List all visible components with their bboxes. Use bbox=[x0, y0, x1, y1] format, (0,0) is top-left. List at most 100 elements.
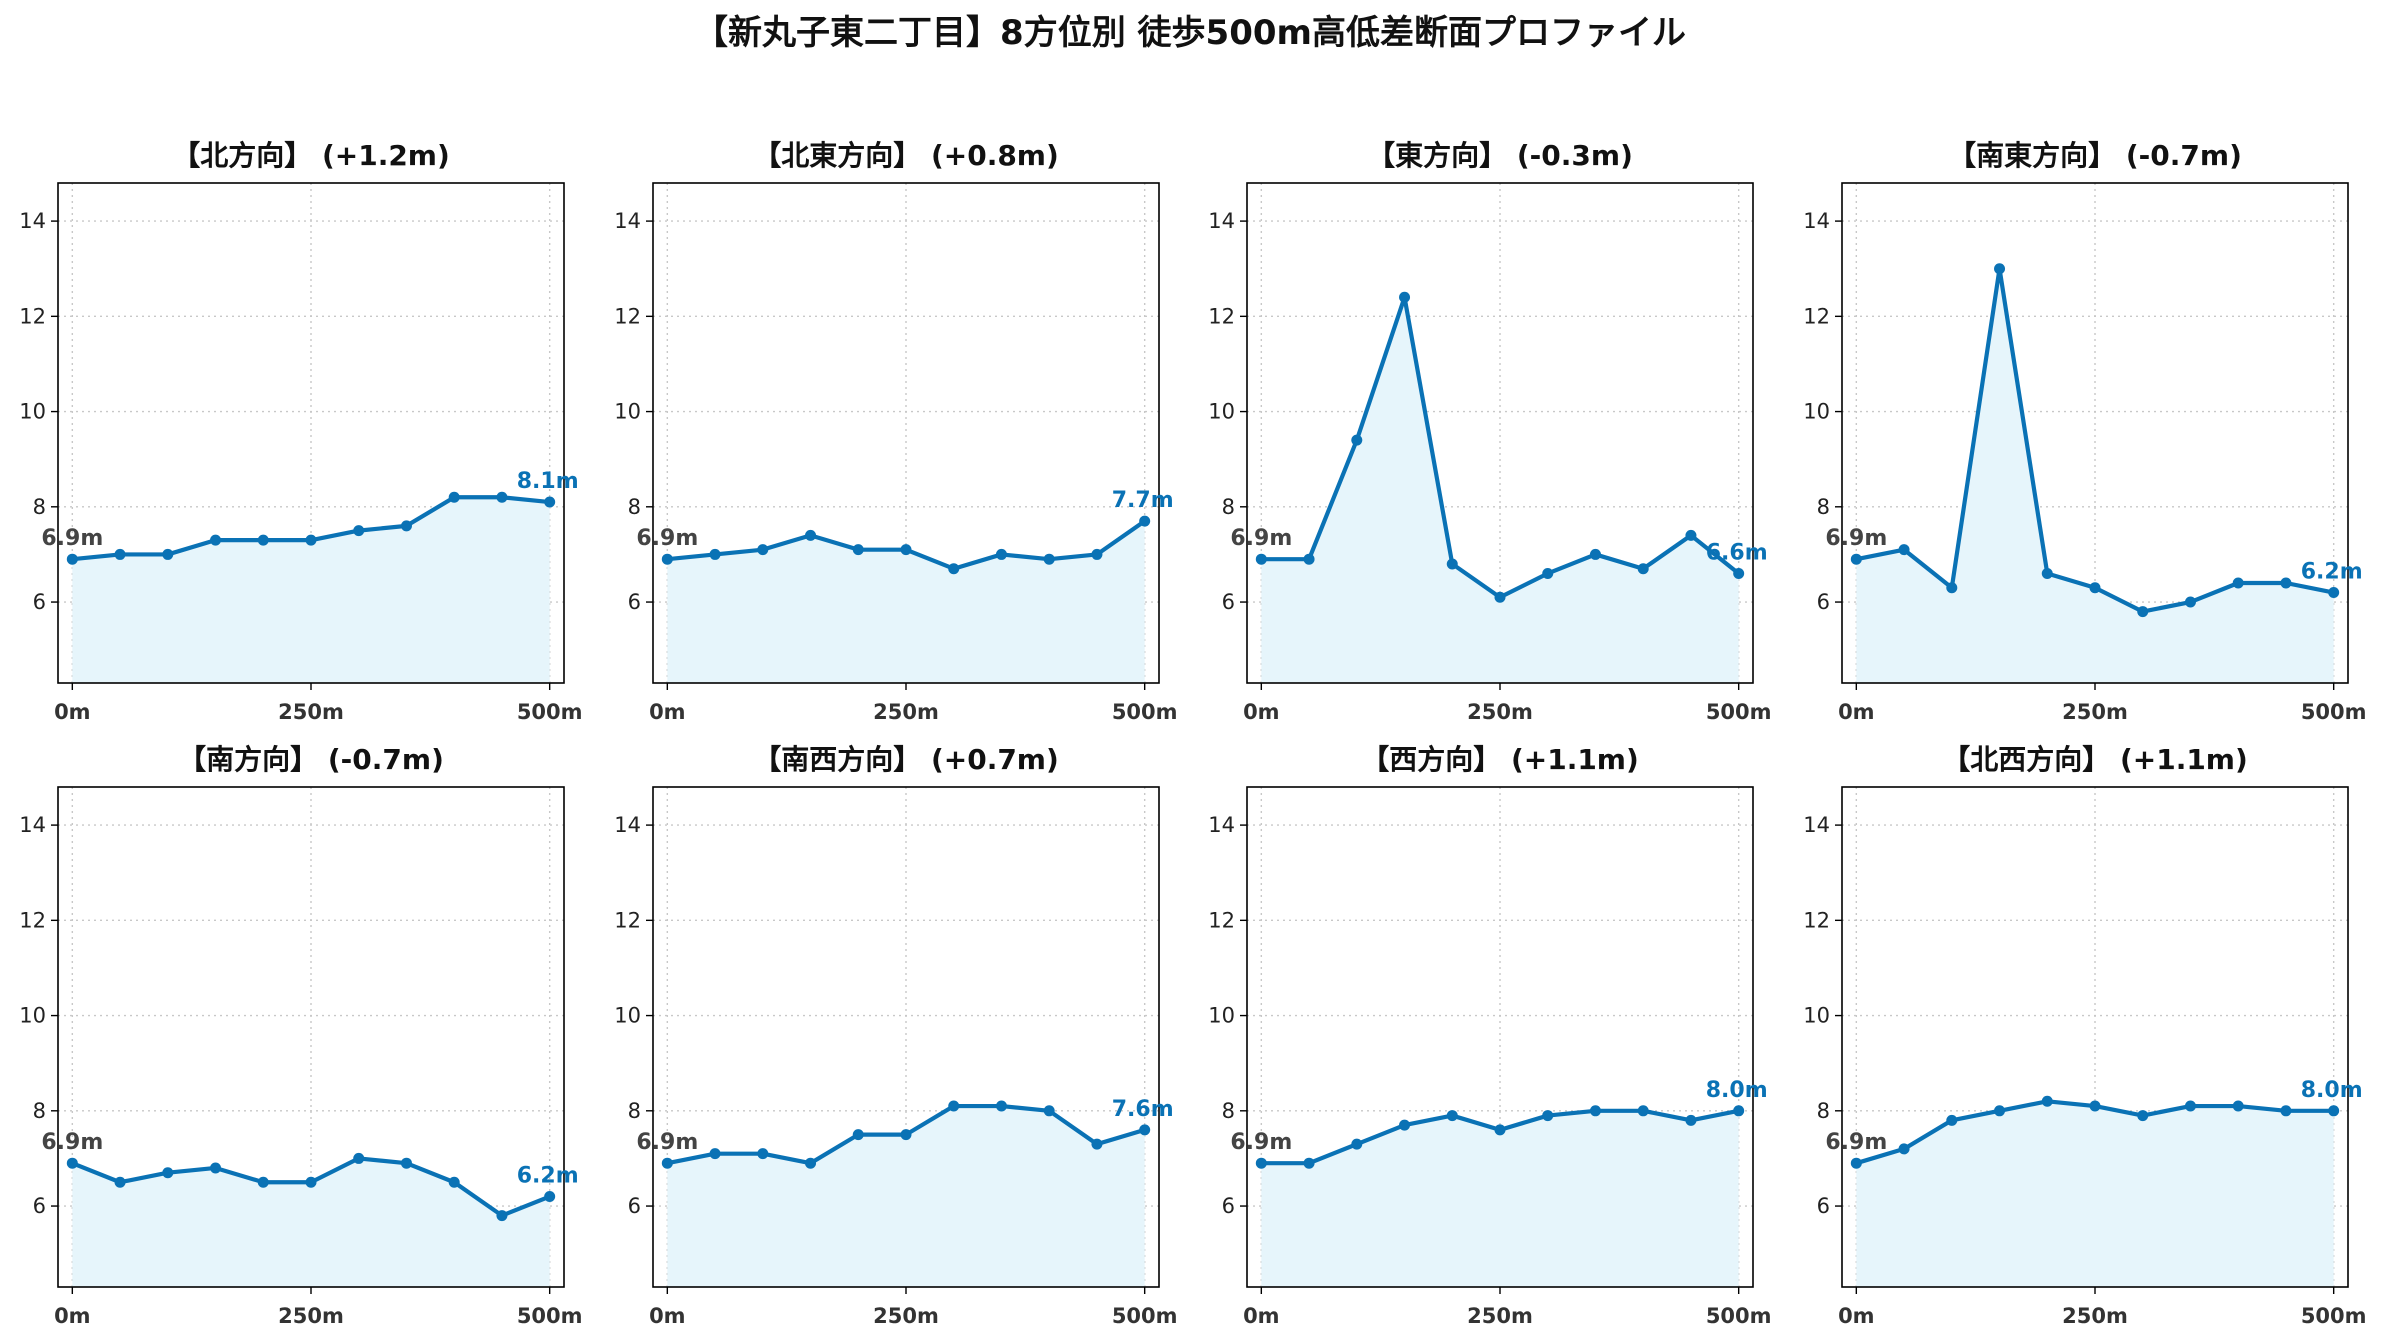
y-tick-label: 12 bbox=[1803, 908, 1830, 932]
y-tick-label: 10 bbox=[1208, 1004, 1235, 1028]
x-tick-label: 250m bbox=[2062, 1304, 2128, 1328]
data-point bbox=[757, 1148, 769, 1160]
x-tick-label: 250m bbox=[1467, 1304, 1533, 1328]
y-tick-label: 8 bbox=[1222, 1099, 1235, 1123]
panel-title: 【北方向】 (+1.2m) bbox=[172, 139, 450, 172]
data-point bbox=[1139, 1124, 1151, 1136]
data-point bbox=[948, 1100, 960, 1112]
end-elevation-label: 6.2m bbox=[517, 1164, 579, 1189]
y-tick-label: 6 bbox=[1817, 1194, 1830, 1218]
data-point bbox=[353, 1152, 365, 1164]
y-tick-label: 14 bbox=[614, 209, 641, 233]
data-point bbox=[1091, 548, 1103, 560]
x-tick-label: 0m bbox=[649, 700, 686, 724]
data-point bbox=[66, 1157, 78, 1169]
x-tick-label: 250m bbox=[873, 1304, 939, 1328]
data-point bbox=[1139, 515, 1151, 527]
data-point bbox=[1637, 563, 1649, 575]
area-fill bbox=[72, 1158, 550, 1287]
y-tick-label: 10 bbox=[19, 400, 46, 424]
data-point bbox=[162, 1167, 174, 1179]
data-point bbox=[544, 496, 556, 508]
end-elevation-label: 8.0m bbox=[2301, 1078, 2363, 1103]
data-point bbox=[1351, 434, 1363, 446]
x-tick-label: 0m bbox=[54, 700, 91, 724]
x-tick-label: 0m bbox=[649, 1304, 686, 1328]
data-point bbox=[1091, 1138, 1103, 1150]
area-fill bbox=[1856, 1101, 2334, 1287]
panel-title: 【東方向】 (-0.3m) bbox=[1367, 139, 1633, 172]
data-point bbox=[1043, 553, 1055, 565]
data-point bbox=[2184, 1100, 2196, 1112]
data-point bbox=[1898, 544, 1910, 556]
y-tick-label: 6 bbox=[628, 1194, 641, 1218]
x-tick-label: 250m bbox=[873, 700, 939, 724]
data-point bbox=[1685, 1114, 1697, 1126]
chart-panel: 【北西方向】 (+1.1m) 6 8 10 12 14 0m 250m 500m 6.9m 8.0m bbox=[1803, 743, 2366, 1328]
data-point bbox=[1494, 591, 1506, 603]
data-point bbox=[114, 1176, 126, 1188]
data-point bbox=[1255, 553, 1267, 565]
y-tick-label: 12 bbox=[1208, 304, 1235, 328]
x-tick-label: 250m bbox=[278, 700, 344, 724]
start-elevation-label: 6.9m bbox=[41, 1130, 103, 1155]
area-fill bbox=[1261, 297, 1739, 683]
y-tick-label: 14 bbox=[1803, 209, 1830, 233]
data-point bbox=[2232, 577, 2244, 589]
data-point bbox=[448, 491, 460, 503]
data-point bbox=[1446, 558, 1458, 570]
y-tick-label: 8 bbox=[628, 1099, 641, 1123]
data-point bbox=[1399, 1119, 1411, 1131]
y-tick-label: 8 bbox=[628, 495, 641, 519]
panel-title: 【北西方向】 (+1.1m) bbox=[1942, 743, 2248, 776]
x-tick-label: 500m bbox=[1706, 700, 1772, 724]
x-tick-label: 250m bbox=[278, 1304, 344, 1328]
panel-title: 【北東方向】 (+0.8m) bbox=[753, 139, 1059, 172]
data-point bbox=[1255, 1157, 1267, 1169]
data-point bbox=[400, 520, 412, 532]
x-tick-label: 0m bbox=[1243, 1304, 1280, 1328]
start-elevation-label: 6.9m bbox=[1825, 1130, 1887, 1155]
area-fill bbox=[1261, 1110, 1739, 1287]
data-point bbox=[852, 1129, 864, 1141]
area-fill bbox=[667, 1106, 1145, 1287]
data-point bbox=[1898, 1143, 1910, 1155]
data-point bbox=[2041, 567, 2053, 579]
data-point bbox=[1446, 1110, 1458, 1122]
data-point bbox=[1733, 1105, 1745, 1117]
data-point bbox=[2184, 596, 2196, 608]
data-point bbox=[448, 1176, 460, 1188]
data-point bbox=[995, 548, 1007, 560]
data-point bbox=[2089, 582, 2101, 594]
y-tick-label: 14 bbox=[19, 813, 46, 837]
data-point bbox=[66, 553, 78, 565]
y-tick-label: 6 bbox=[1817, 590, 1830, 614]
y-tick-label: 12 bbox=[1803, 304, 1830, 328]
start-elevation-label: 6.9m bbox=[636, 526, 698, 551]
data-point bbox=[948, 563, 960, 575]
y-tick-label: 8 bbox=[1817, 495, 1830, 519]
start-elevation-label: 6.9m bbox=[636, 1130, 698, 1155]
data-point bbox=[2280, 1105, 2292, 1117]
data-point bbox=[1542, 567, 1554, 579]
data-point bbox=[210, 534, 222, 546]
y-tick-label: 6 bbox=[1222, 590, 1235, 614]
data-point bbox=[1399, 291, 1411, 303]
data-point bbox=[400, 1157, 412, 1169]
y-tick-label: 12 bbox=[614, 304, 641, 328]
x-tick-label: 500m bbox=[517, 1304, 583, 1328]
y-tick-label: 6 bbox=[1222, 1194, 1235, 1218]
data-point bbox=[1043, 1105, 1055, 1117]
data-point bbox=[1494, 1124, 1506, 1136]
y-tick-label: 8 bbox=[33, 1099, 46, 1123]
y-tick-label: 12 bbox=[19, 908, 46, 932]
data-point bbox=[1850, 1157, 1862, 1169]
data-point bbox=[2089, 1100, 2101, 1112]
y-tick-label: 14 bbox=[614, 813, 641, 837]
data-point bbox=[1733, 567, 1745, 579]
data-point bbox=[1303, 1157, 1315, 1169]
y-tick-label: 14 bbox=[1803, 813, 1830, 837]
data-point bbox=[1994, 263, 2006, 275]
